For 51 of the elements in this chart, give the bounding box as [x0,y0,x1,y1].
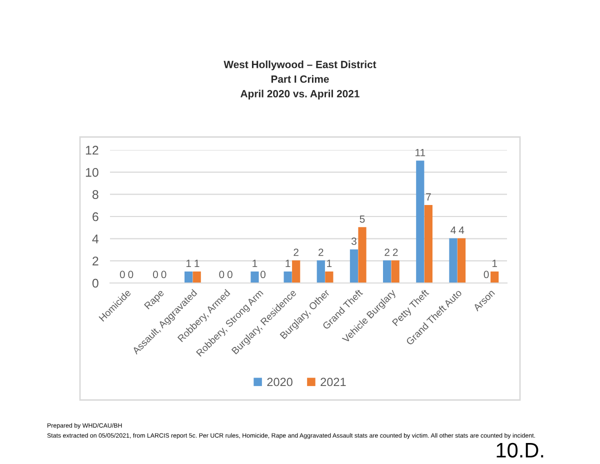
chart-title: West Hollywood – East District Part I Crime April 2020 vs. April 2021 [224,60,376,100]
data-label: 4 [450,226,456,234]
data-label: 7 [426,193,431,200]
data-label: 1 [327,260,332,267]
data-label: 1 [492,260,497,267]
bar [449,238,458,283]
bar [383,260,392,283]
bar [192,271,201,283]
bar [391,260,400,283]
bar [490,271,499,283]
legend-label: 2021 [320,378,346,386]
bar [284,271,292,283]
bar [358,227,366,283]
data-label: 0 [227,270,232,278]
data-label: 2 [294,248,298,256]
data-label: 0 [120,270,125,278]
y-tick-label: 10 [86,168,98,177]
data-label: 4 [458,226,464,234]
bar [350,249,358,283]
data-label: 3 [351,238,356,245]
data-label: 0 [161,270,166,278]
bar [424,204,432,283]
bar [457,238,466,283]
data-label: 0 [260,270,266,278]
data-label: 2 [392,248,398,256]
data-label: 11 [416,148,426,156]
data-label: 1 [186,260,191,267]
y-tick-label: 8 [92,190,98,199]
data-label: 1 [252,260,258,267]
bar [416,160,424,283]
data-label: 1 [194,260,200,267]
data-label: 0 [128,270,134,278]
bar [292,260,300,283]
data-label: 0 [484,270,489,278]
data-label: 1 [286,260,290,267]
y-tick-label: 0 [92,278,98,288]
y-tick-label: 12 [86,146,98,155]
legend-label: 2020 [267,378,292,386]
bar [250,271,259,283]
y-tick-label: 6 [92,212,98,222]
data-label: 0 [153,270,158,278]
data-label: 5 [360,215,365,223]
data-label: 0 [219,270,224,278]
text: 10.D. [496,442,544,458]
bar [325,271,334,283]
bar [184,271,193,283]
y-tick-label: 2 [92,256,98,266]
bar [316,260,325,283]
data-label: 2 [318,248,324,256]
y-tick-label: 4 [92,234,99,244]
data-label: 2 [384,248,390,256]
